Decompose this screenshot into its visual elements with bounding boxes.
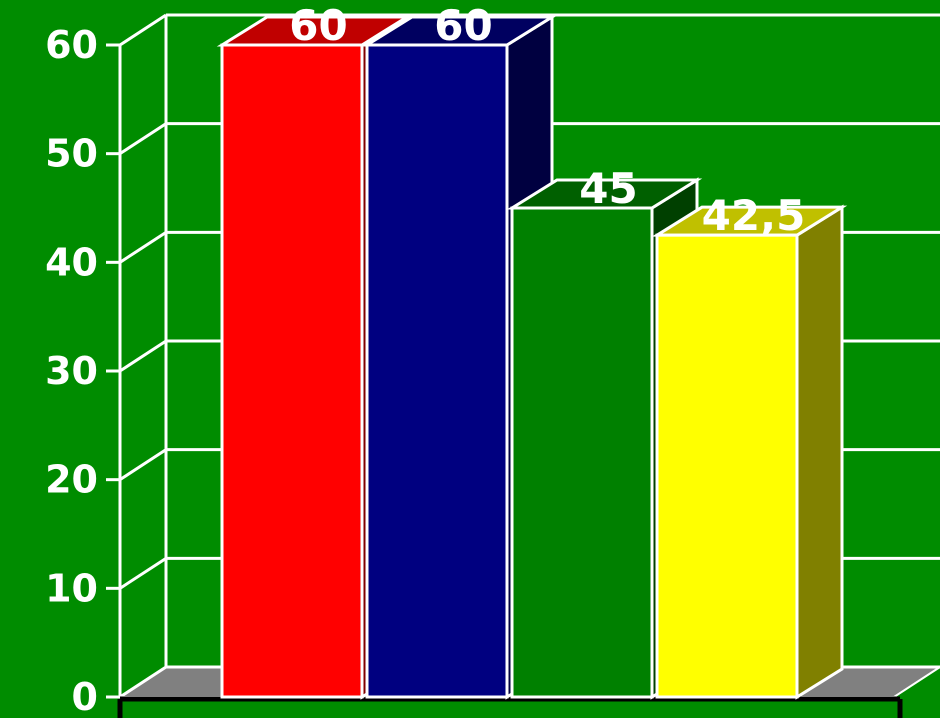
y-tick-label: 20 [45,458,98,502]
bar-data-label: 42,5 [702,191,806,240]
gridline-side [119,448,167,481]
gridline-side [119,122,167,155]
bar [220,43,364,699]
gridline-side [119,557,167,590]
axes: 0 10 20 30 40 50 60 [45,15,903,718]
bar-side [795,204,844,700]
bar [365,43,509,699]
bar [655,233,799,699]
y-tick-label: 0 [72,675,98,718]
bar-data-label: 60 [434,1,492,50]
bar-data-label: 45 [579,164,637,213]
bar-data-label: 60 [289,1,347,50]
y-tick-label: 50 [45,132,98,176]
y-tick-label: 10 [45,566,98,610]
bar [510,206,654,699]
gridline-side [119,339,167,373]
gridline-side [119,665,167,699]
data-labels: 60 60 45 42,5 [289,1,805,240]
gridline-side [119,231,167,264]
y-tick-label: 30 [45,349,98,393]
gridline-side [119,13,167,47]
bars [216,14,848,700]
y-tick-label: 40 [45,240,98,284]
y-tick-label: 60 [45,23,98,67]
